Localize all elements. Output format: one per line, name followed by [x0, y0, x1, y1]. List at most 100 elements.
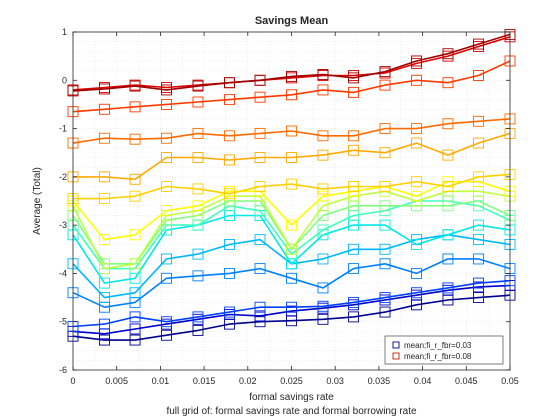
data-point-marker [192, 96, 204, 108]
y-axis-label: Average (Total) [32, 167, 43, 235]
data-point-marker [223, 188, 235, 200]
data-point-marker [161, 205, 172, 217]
data-point-marker [286, 243, 297, 255]
data-point-marker [254, 263, 266, 275]
x-axis-label: formal savings rate [249, 392, 334, 403]
data-point-marker [254, 181, 266, 192]
data-point-marker [129, 80, 141, 92]
data-point-marker [223, 239, 235, 250]
data-point-marker [442, 253, 454, 265]
series-line [72, 60, 511, 113]
data-point-marker [379, 219, 391, 231]
data-point-marker [473, 70, 484, 81]
series-line [72, 214, 511, 284]
data-point-marker [223, 94, 235, 106]
series-line [72, 33, 511, 92]
series-line [72, 36, 511, 91]
data-point-marker [473, 277, 484, 289]
data-point-marker [473, 171, 484, 183]
data-point-marker [161, 329, 172, 341]
data-point-marker [317, 224, 329, 236]
data-point-marker [161, 181, 172, 192]
series-line [72, 284, 511, 335]
data-point-marker [254, 301, 266, 313]
data-point-marker [317, 149, 329, 161]
data-point-marker [129, 101, 141, 113]
x-tick-label: 0.045 [455, 376, 478, 386]
legend: mean;fi_r_fbr=0.03 mean;fi_r_fbr=0.08 [384, 335, 504, 365]
data-point-marker [442, 282, 454, 294]
data-point-marker [317, 84, 329, 96]
data-point-marker [254, 127, 266, 139]
data-point-marker [442, 181, 454, 192]
data-point-marker [99, 318, 110, 330]
x-tick-label: 0.05 [501, 376, 519, 386]
legend-marker [392, 352, 400, 360]
data-point-marker [411, 190, 422, 202]
data-point-marker [223, 130, 235, 142]
data-point-marker [129, 133, 141, 145]
series-2 [67, 280, 516, 340]
data-point-marker [129, 334, 141, 346]
data-point-marker [129, 311, 141, 323]
y-tick-label: -2 [59, 172, 67, 182]
x-tick-label: 0.005 [105, 376, 128, 386]
data-point-marker [254, 91, 266, 103]
data-point-marker [129, 190, 141, 202]
series-4 [67, 253, 516, 313]
series-11 [67, 168, 516, 205]
data-point-marker [99, 234, 110, 246]
data-point-marker [411, 55, 422, 67]
data-point-marker [442, 48, 454, 60]
data-point-marker [99, 103, 110, 115]
data-point-marker [411, 239, 422, 250]
x-tick-label: 0.04 [414, 376, 432, 386]
data-point-marker [348, 181, 360, 192]
data-point-marker [379, 123, 391, 135]
data-point-marker [129, 287, 141, 299]
data-point-marker [442, 118, 454, 130]
data-point-marker [411, 176, 422, 188]
series-14 [67, 55, 516, 118]
x-tick-label: 0.025 [280, 376, 303, 386]
data-point-marker [192, 270, 204, 282]
legend-entry: mean;fi_r_fbr=0.08 [404, 352, 472, 361]
legend-marker [392, 341, 400, 349]
y-tick-label: -5 [59, 317, 67, 327]
data-point-marker [348, 243, 360, 255]
y-tick-label: -1 [59, 124, 67, 134]
data-point-marker [379, 243, 391, 255]
data-point-marker [379, 66, 391, 78]
data-point-marker [473, 38, 484, 50]
data-point-marker [442, 149, 454, 161]
data-point-marker [473, 137, 484, 149]
data-point-marker [192, 183, 204, 195]
data-point-marker [99, 277, 110, 289]
data-point-marker [254, 234, 266, 246]
data-point-marker [317, 130, 329, 142]
data-point-marker [161, 132, 172, 144]
data-point-marker [348, 86, 360, 98]
data-point-marker [99, 171, 110, 183]
data-point-marker [473, 292, 484, 304]
data-point-marker [129, 258, 141, 270]
data-point-marker [254, 316, 266, 328]
data-point-marker [317, 300, 329, 312]
data-point-marker [99, 83, 110, 95]
data-point-marker [223, 77, 235, 89]
grid [72, 31, 511, 371]
y-tick-label: -4 [59, 268, 67, 278]
series-line [72, 180, 511, 241]
data-point-marker [286, 89, 297, 101]
series-line [72, 118, 511, 144]
series-line [72, 294, 511, 341]
data-point-marker [379, 79, 391, 91]
data-point-marker [473, 253, 484, 265]
data-point-marker [99, 334, 110, 346]
data-point-marker [254, 74, 266, 86]
data-point-marker [223, 154, 235, 166]
data-point-marker [317, 190, 329, 202]
series-16 [67, 28, 516, 97]
data-point-marker [286, 272, 297, 284]
y-tick-label: 1 [62, 27, 67, 37]
